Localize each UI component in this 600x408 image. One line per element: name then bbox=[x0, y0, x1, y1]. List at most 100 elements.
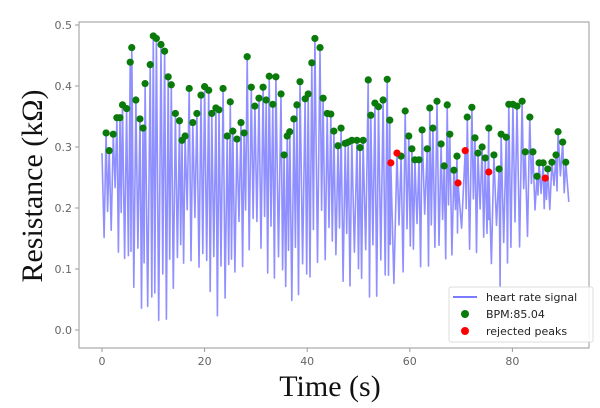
bpm-peak-point bbox=[311, 34, 319, 43]
legend: heart rate signal BPM:85.04 rejected pea… bbox=[448, 286, 594, 343]
bpm-peak-point bbox=[319, 94, 327, 102]
bpm-peak-point bbox=[197, 91, 205, 99]
bpm-peak-point bbox=[259, 83, 267, 91]
bpm-peak-point bbox=[189, 119, 197, 127]
bpm-peak-point bbox=[401, 107, 409, 115]
bpm-peak-point bbox=[356, 144, 364, 152]
bpm-peak-point bbox=[215, 106, 223, 114]
bpm-peak-point bbox=[208, 109, 216, 118]
legend-signal-label: heart rate signal bbox=[486, 291, 577, 304]
x-tick-label: 40 bbox=[300, 355, 314, 368]
bpm-peak-point bbox=[116, 114, 124, 122]
bpm-peak-point bbox=[386, 116, 394, 124]
bpm-peak-point bbox=[175, 117, 184, 125]
bpm-peak-point bbox=[181, 132, 189, 140]
heart-rate-signal-line bbox=[101, 35, 570, 322]
bpm-peak-point bbox=[374, 103, 383, 111]
bpm-peak-point bbox=[481, 154, 489, 162]
bpm-peak-point bbox=[255, 94, 263, 102]
bpm-peak-point bbox=[109, 130, 117, 138]
bpm-peak-point bbox=[529, 148, 537, 156]
bpm-peak-point bbox=[167, 81, 175, 89]
y-tick-label: 0.1 bbox=[55, 263, 73, 276]
x-tick-label: 80 bbox=[505, 355, 519, 368]
bpm-peak-point bbox=[533, 172, 541, 180]
rejected-peak-point bbox=[393, 149, 401, 157]
bpm-peak-point bbox=[423, 145, 431, 153]
bpm-peak-point bbox=[293, 101, 301, 109]
bpm-peak-point bbox=[296, 78, 304, 86]
bpm-peak-point bbox=[102, 129, 110, 137]
bpm-peak-point bbox=[128, 43, 136, 52]
axes-frame bbox=[78, 21, 590, 349]
bpm-peak-point bbox=[229, 127, 237, 135]
bpm-peak-point bbox=[123, 104, 131, 113]
bpm-peak-point bbox=[521, 148, 529, 156]
bpm-peak-point bbox=[126, 58, 134, 66]
bpm-peak-point bbox=[348, 136, 356, 144]
x-tick-label: 60 bbox=[403, 355, 417, 368]
bpm-peak-point bbox=[185, 84, 193, 93]
bpm-peak-point bbox=[223, 132, 231, 140]
plot-area bbox=[101, 32, 570, 322]
y-tick-label: 0.2 bbox=[55, 202, 73, 215]
bpm-peak-point bbox=[539, 159, 547, 167]
bpm-peak-point bbox=[446, 130, 454, 138]
axis-ticks: 0.0 0.1 0.2 0.3 0.4 0.5 0 20 40 60 80 bbox=[55, 19, 520, 368]
bpm-peak-point bbox=[247, 83, 255, 91]
bpm-peak-point bbox=[233, 135, 241, 143]
bpm-peak-point bbox=[418, 126, 426, 134]
bpm-peak-point bbox=[443, 101, 451, 109]
bpm-peak-point bbox=[471, 134, 479, 142]
rejected-peak-point bbox=[387, 159, 395, 167]
legend-bpm-swatch bbox=[461, 310, 469, 318]
bpm-peak-point bbox=[171, 109, 179, 118]
bpm-peak-point bbox=[193, 109, 201, 118]
x-tick-label: 0 bbox=[99, 355, 106, 368]
bpm-peak-point bbox=[408, 145, 416, 153]
rejected-peak-point bbox=[541, 174, 549, 182]
bpm-peak-point bbox=[251, 102, 259, 110]
bpm-peak-point bbox=[450, 166, 458, 174]
legend-box bbox=[448, 286, 594, 343]
bpm-peak-point bbox=[262, 96, 270, 104]
bpm-peak-point bbox=[490, 151, 498, 159]
bpm-peak-point bbox=[139, 124, 147, 132]
bpm-peak-point bbox=[478, 143, 486, 151]
bpm-peak-point bbox=[415, 156, 423, 164]
bpm-peak-point bbox=[337, 124, 345, 132]
bpm-peak-point bbox=[495, 165, 503, 173]
bpm-peak-point bbox=[353, 136, 361, 144]
bpm-peak-point bbox=[513, 102, 521, 110]
bpm-peak-point bbox=[132, 96, 140, 104]
bpm-peak-point bbox=[379, 96, 387, 104]
bpm-peak-point bbox=[330, 127, 338, 135]
y-tick-label: 0.4 bbox=[55, 80, 73, 93]
bpm-peak-point bbox=[359, 136, 367, 144]
bpm-peak-point bbox=[559, 138, 567, 146]
bpm-peak-point bbox=[237, 119, 245, 127]
bpm-peak-point bbox=[548, 158, 556, 166]
bpm-peak-point bbox=[272, 73, 280, 81]
x-axis-label: Time (s) bbox=[279, 370, 380, 403]
bpm-peak-point bbox=[160, 47, 169, 55]
bpm-peak-point bbox=[277, 90, 285, 98]
bpm-peak-point bbox=[468, 103, 476, 111]
bpm-peak-point bbox=[146, 61, 154, 69]
bpm-peak-point bbox=[105, 147, 113, 155]
bpm-peak-point bbox=[157, 40, 165, 49]
y-tick-label: 0.0 bbox=[55, 324, 73, 337]
bpm-peak-point bbox=[453, 152, 461, 160]
bpm-peak-point bbox=[367, 111, 375, 119]
bpm-peak-point bbox=[429, 124, 437, 132]
bpm-peak-point bbox=[205, 86, 213, 94]
bpm-peak-point bbox=[437, 140, 445, 148]
legend-rejected-swatch bbox=[461, 327, 469, 335]
y-tick-label: 0.5 bbox=[55, 19, 73, 32]
bpm-peak-point bbox=[405, 132, 413, 140]
bpm-peak-point bbox=[136, 115, 144, 123]
bpm-peak-point bbox=[240, 129, 248, 137]
bpm-peak-point bbox=[152, 34, 160, 43]
bpm-peak-point bbox=[440, 162, 448, 170]
